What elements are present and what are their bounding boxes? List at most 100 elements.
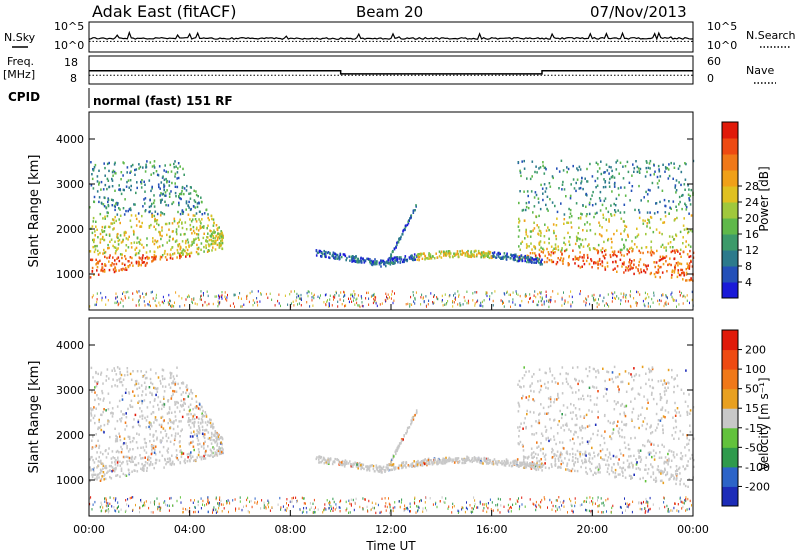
range-cell bbox=[150, 425, 153, 428]
range-cell bbox=[222, 448, 224, 451]
range-cell bbox=[618, 390, 620, 394]
range-cell bbox=[664, 382, 666, 385]
range-cell bbox=[675, 189, 678, 192]
range-cell bbox=[100, 428, 103, 432]
range-cell bbox=[375, 260, 377, 263]
range-cell bbox=[613, 296, 615, 300]
range-cell bbox=[180, 197, 182, 201]
range-cell bbox=[103, 478, 105, 481]
range-cell bbox=[680, 451, 682, 455]
range-cell bbox=[117, 256, 120, 259]
range-cell bbox=[597, 250, 600, 253]
range-cell bbox=[414, 298, 416, 301]
range-cell bbox=[585, 460, 588, 464]
range-cell bbox=[543, 241, 546, 244]
range-cell bbox=[553, 377, 556, 380]
range-cell bbox=[393, 466, 396, 469]
range-cell bbox=[159, 440, 162, 443]
range-cell bbox=[530, 467, 533, 470]
range-cell bbox=[623, 413, 626, 416]
range-cell bbox=[609, 453, 611, 456]
range-cell bbox=[686, 253, 689, 256]
range-cell bbox=[403, 464, 405, 467]
range-cell bbox=[199, 455, 201, 459]
range-cell bbox=[660, 379, 662, 382]
range-cell bbox=[551, 380, 553, 383]
range-cell bbox=[101, 462, 103, 465]
range-cell bbox=[588, 212, 591, 216]
range-cell bbox=[612, 260, 614, 264]
range-cell bbox=[630, 437, 632, 440]
range-cell bbox=[583, 262, 586, 266]
range-cell bbox=[589, 461, 591, 464]
range-cell bbox=[466, 456, 469, 459]
range-cell bbox=[682, 433, 684, 436]
range-cell bbox=[402, 230, 404, 233]
range-cell bbox=[295, 299, 297, 302]
range-cell bbox=[401, 466, 403, 470]
range-cell bbox=[153, 199, 156, 202]
range-cell bbox=[159, 258, 162, 261]
range-cell bbox=[333, 298, 334, 301]
range-cell bbox=[617, 473, 620, 476]
range-cell bbox=[584, 450, 587, 453]
range-cell bbox=[568, 458, 570, 462]
range-cell bbox=[100, 371, 103, 374]
range-cell bbox=[103, 248, 105, 252]
range-cell bbox=[193, 238, 195, 241]
range-cell bbox=[135, 252, 138, 255]
range-cell bbox=[613, 365, 616, 369]
range-cell bbox=[646, 225, 648, 228]
range-cell bbox=[160, 237, 162, 241]
range-cell bbox=[612, 296, 613, 300]
range-cell bbox=[163, 466, 165, 469]
range-cell bbox=[119, 372, 121, 375]
range-cell bbox=[692, 458, 695, 462]
range-cell bbox=[585, 214, 588, 218]
range-cell bbox=[664, 393, 666, 396]
range-cell bbox=[97, 262, 99, 265]
range-cell bbox=[646, 407, 648, 410]
range-cell bbox=[535, 193, 538, 197]
range-cell bbox=[416, 463, 419, 466]
range-cell bbox=[579, 453, 581, 456]
range-cell bbox=[150, 223, 152, 227]
range-cell bbox=[653, 458, 656, 461]
range-cell bbox=[556, 261, 559, 264]
range-cell bbox=[586, 213, 588, 216]
range-cell bbox=[166, 181, 168, 184]
range-cell bbox=[326, 462, 329, 465]
range-cell bbox=[213, 454, 216, 457]
range-cell bbox=[174, 160, 176, 163]
range-cell bbox=[605, 218, 607, 221]
range-cell bbox=[621, 380, 624, 384]
range-cell bbox=[182, 253, 184, 256]
range-cell bbox=[432, 302, 434, 305]
range-cell bbox=[588, 262, 591, 266]
range-cell bbox=[207, 216, 209, 220]
range-cell bbox=[186, 460, 189, 463]
range-cell bbox=[207, 445, 209, 448]
range-cell bbox=[343, 295, 345, 298]
range-cell bbox=[661, 271, 664, 274]
range-cell bbox=[181, 186, 184, 190]
range-cell bbox=[204, 301, 206, 304]
range-cell bbox=[112, 378, 114, 381]
range-cell bbox=[614, 204, 617, 207]
range-cell bbox=[633, 454, 635, 457]
range-cell bbox=[657, 299, 659, 303]
range-cell bbox=[589, 197, 592, 201]
range-cell bbox=[161, 300, 163, 304]
range-cell bbox=[649, 305, 651, 308]
range-cell bbox=[674, 409, 676, 412]
range-cell bbox=[446, 253, 448, 256]
range-cell bbox=[183, 187, 186, 190]
range-cell bbox=[360, 467, 362, 471]
range-cell bbox=[595, 161, 598, 164]
range-cell bbox=[613, 232, 615, 236]
range-cell bbox=[196, 303, 198, 306]
range-cell bbox=[429, 255, 432, 258]
range-cell bbox=[568, 207, 570, 211]
range-cell bbox=[455, 298, 456, 301]
range-cell bbox=[552, 290, 554, 293]
